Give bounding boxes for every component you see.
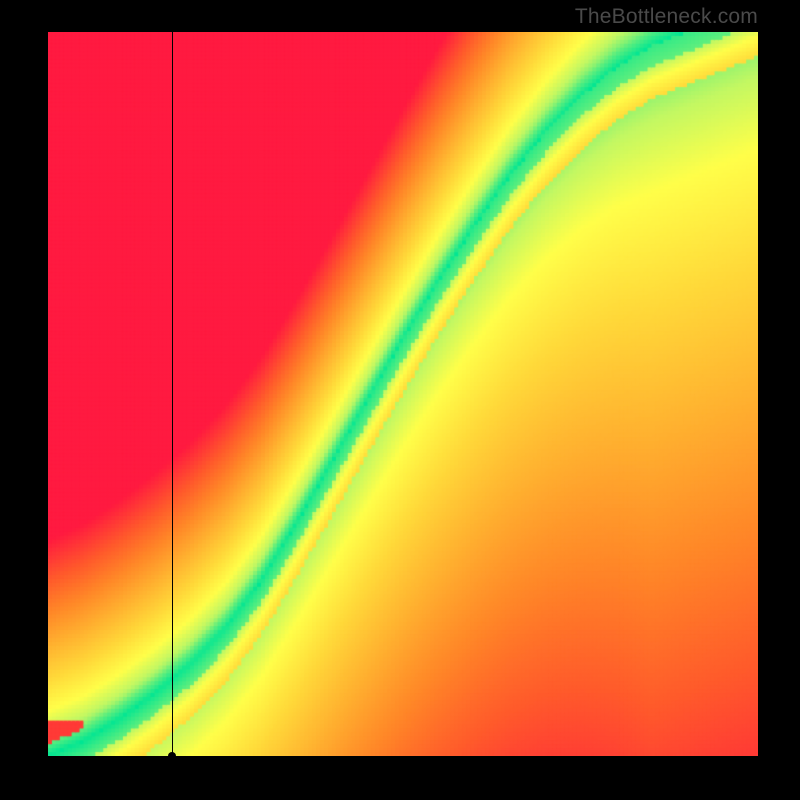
heatmap-canvas <box>48 32 758 756</box>
y-axis-line <box>46 0 48 758</box>
watermark-text: TheBottleneck.com <box>575 5 758 29</box>
x-axis-line <box>48 756 790 758</box>
heatmap-plot <box>48 32 758 756</box>
marker-dot <box>168 752 176 760</box>
marker-vertical-line <box>172 32 173 756</box>
